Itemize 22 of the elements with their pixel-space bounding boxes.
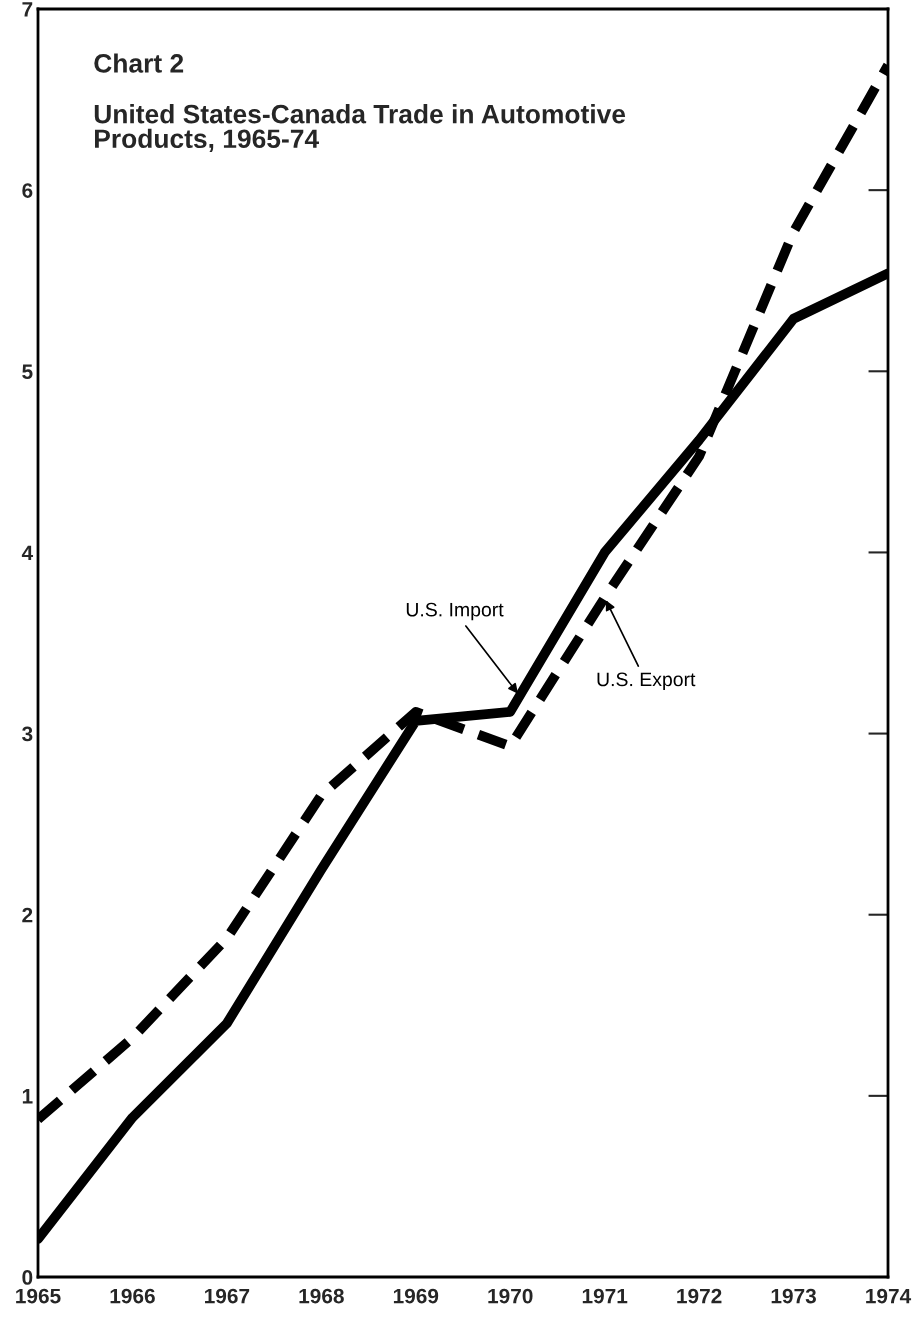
y-tick-label: 1 [22,1089,33,1104]
text: United States-Canada Trade in Automotive Products, 1965-74 [94,104,626,152]
y-tick-label: 7 [22,2,33,17]
series-label: U.S. Export [597,672,696,691]
x-tick-label: 1965 [16,1288,61,1304]
y-tick-label: 6 [22,183,33,198]
x-tick-label: 1973 [771,1288,816,1304]
x-tick-label: 1974 [866,1288,912,1304]
y-tick-label: 5 [22,364,33,380]
x-tick-label: 1972 [677,1288,722,1304]
x-tick-label: 1969 [393,1288,439,1304]
x-tick-label: 1966 [110,1288,155,1304]
y-tick-label: 2 [22,907,33,923]
text: U.S. Import [406,602,504,621]
x-tick-label: 1968 [299,1288,344,1304]
y-tick-label: 0 [22,1270,33,1285]
x-tick-label: 1970 [488,1288,533,1304]
y-tick-label: 3 [22,726,33,742]
text: Chart 2 [94,53,184,73]
y-tick-label: 4 [21,545,34,560]
x-tick-label: 1967 [205,1288,250,1304]
x-tick-label: 1971 [582,1288,628,1304]
